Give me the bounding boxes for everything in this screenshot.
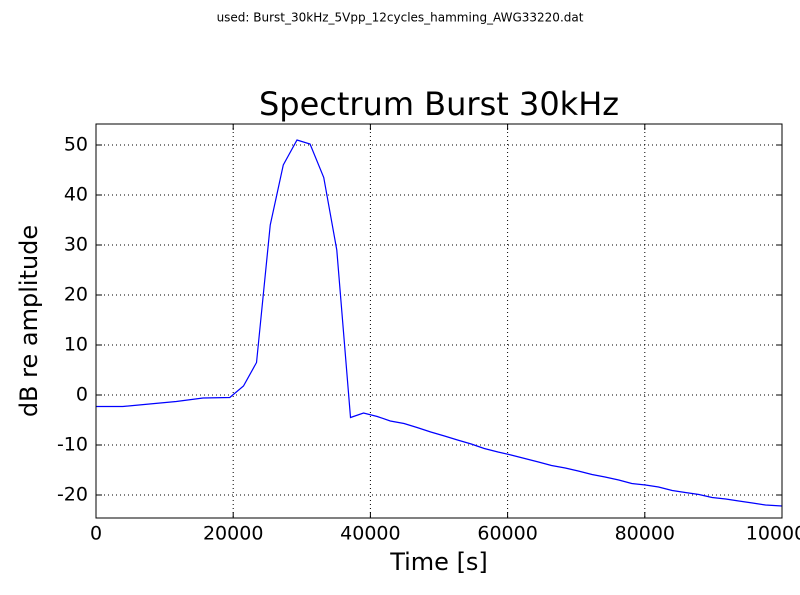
y-tick-label: -20 xyxy=(57,484,88,506)
x-tick-label: 0 xyxy=(90,523,102,545)
chart-title: Spectrum Burst 30kHz xyxy=(259,85,619,123)
y-tick-label: 10 xyxy=(64,334,88,356)
y-tick-label: 0 xyxy=(76,384,88,406)
x-tick-label: 80000 xyxy=(615,523,675,545)
x-tick-label: 40000 xyxy=(340,523,400,545)
data-line xyxy=(96,139,783,507)
plot-frame xyxy=(95,123,783,519)
y-tick-label: 50 xyxy=(64,134,88,156)
y-tick-label: 20 xyxy=(64,284,88,306)
y-tick-label: 40 xyxy=(64,184,88,206)
x-tick-label: 100000 xyxy=(746,523,800,545)
x-tick-label: 60000 xyxy=(477,523,537,545)
suptitle: used: Burst_30kHz_5Vpp_12cycles_hamming_… xyxy=(217,11,584,25)
y-axis-label: dB re amplitude xyxy=(15,225,43,417)
x-tick-label: 20000 xyxy=(203,523,263,545)
x-axis-label: Time [s] xyxy=(389,548,488,576)
y-tick-label: 30 xyxy=(64,234,88,256)
y-tick-label: -10 xyxy=(57,434,88,456)
